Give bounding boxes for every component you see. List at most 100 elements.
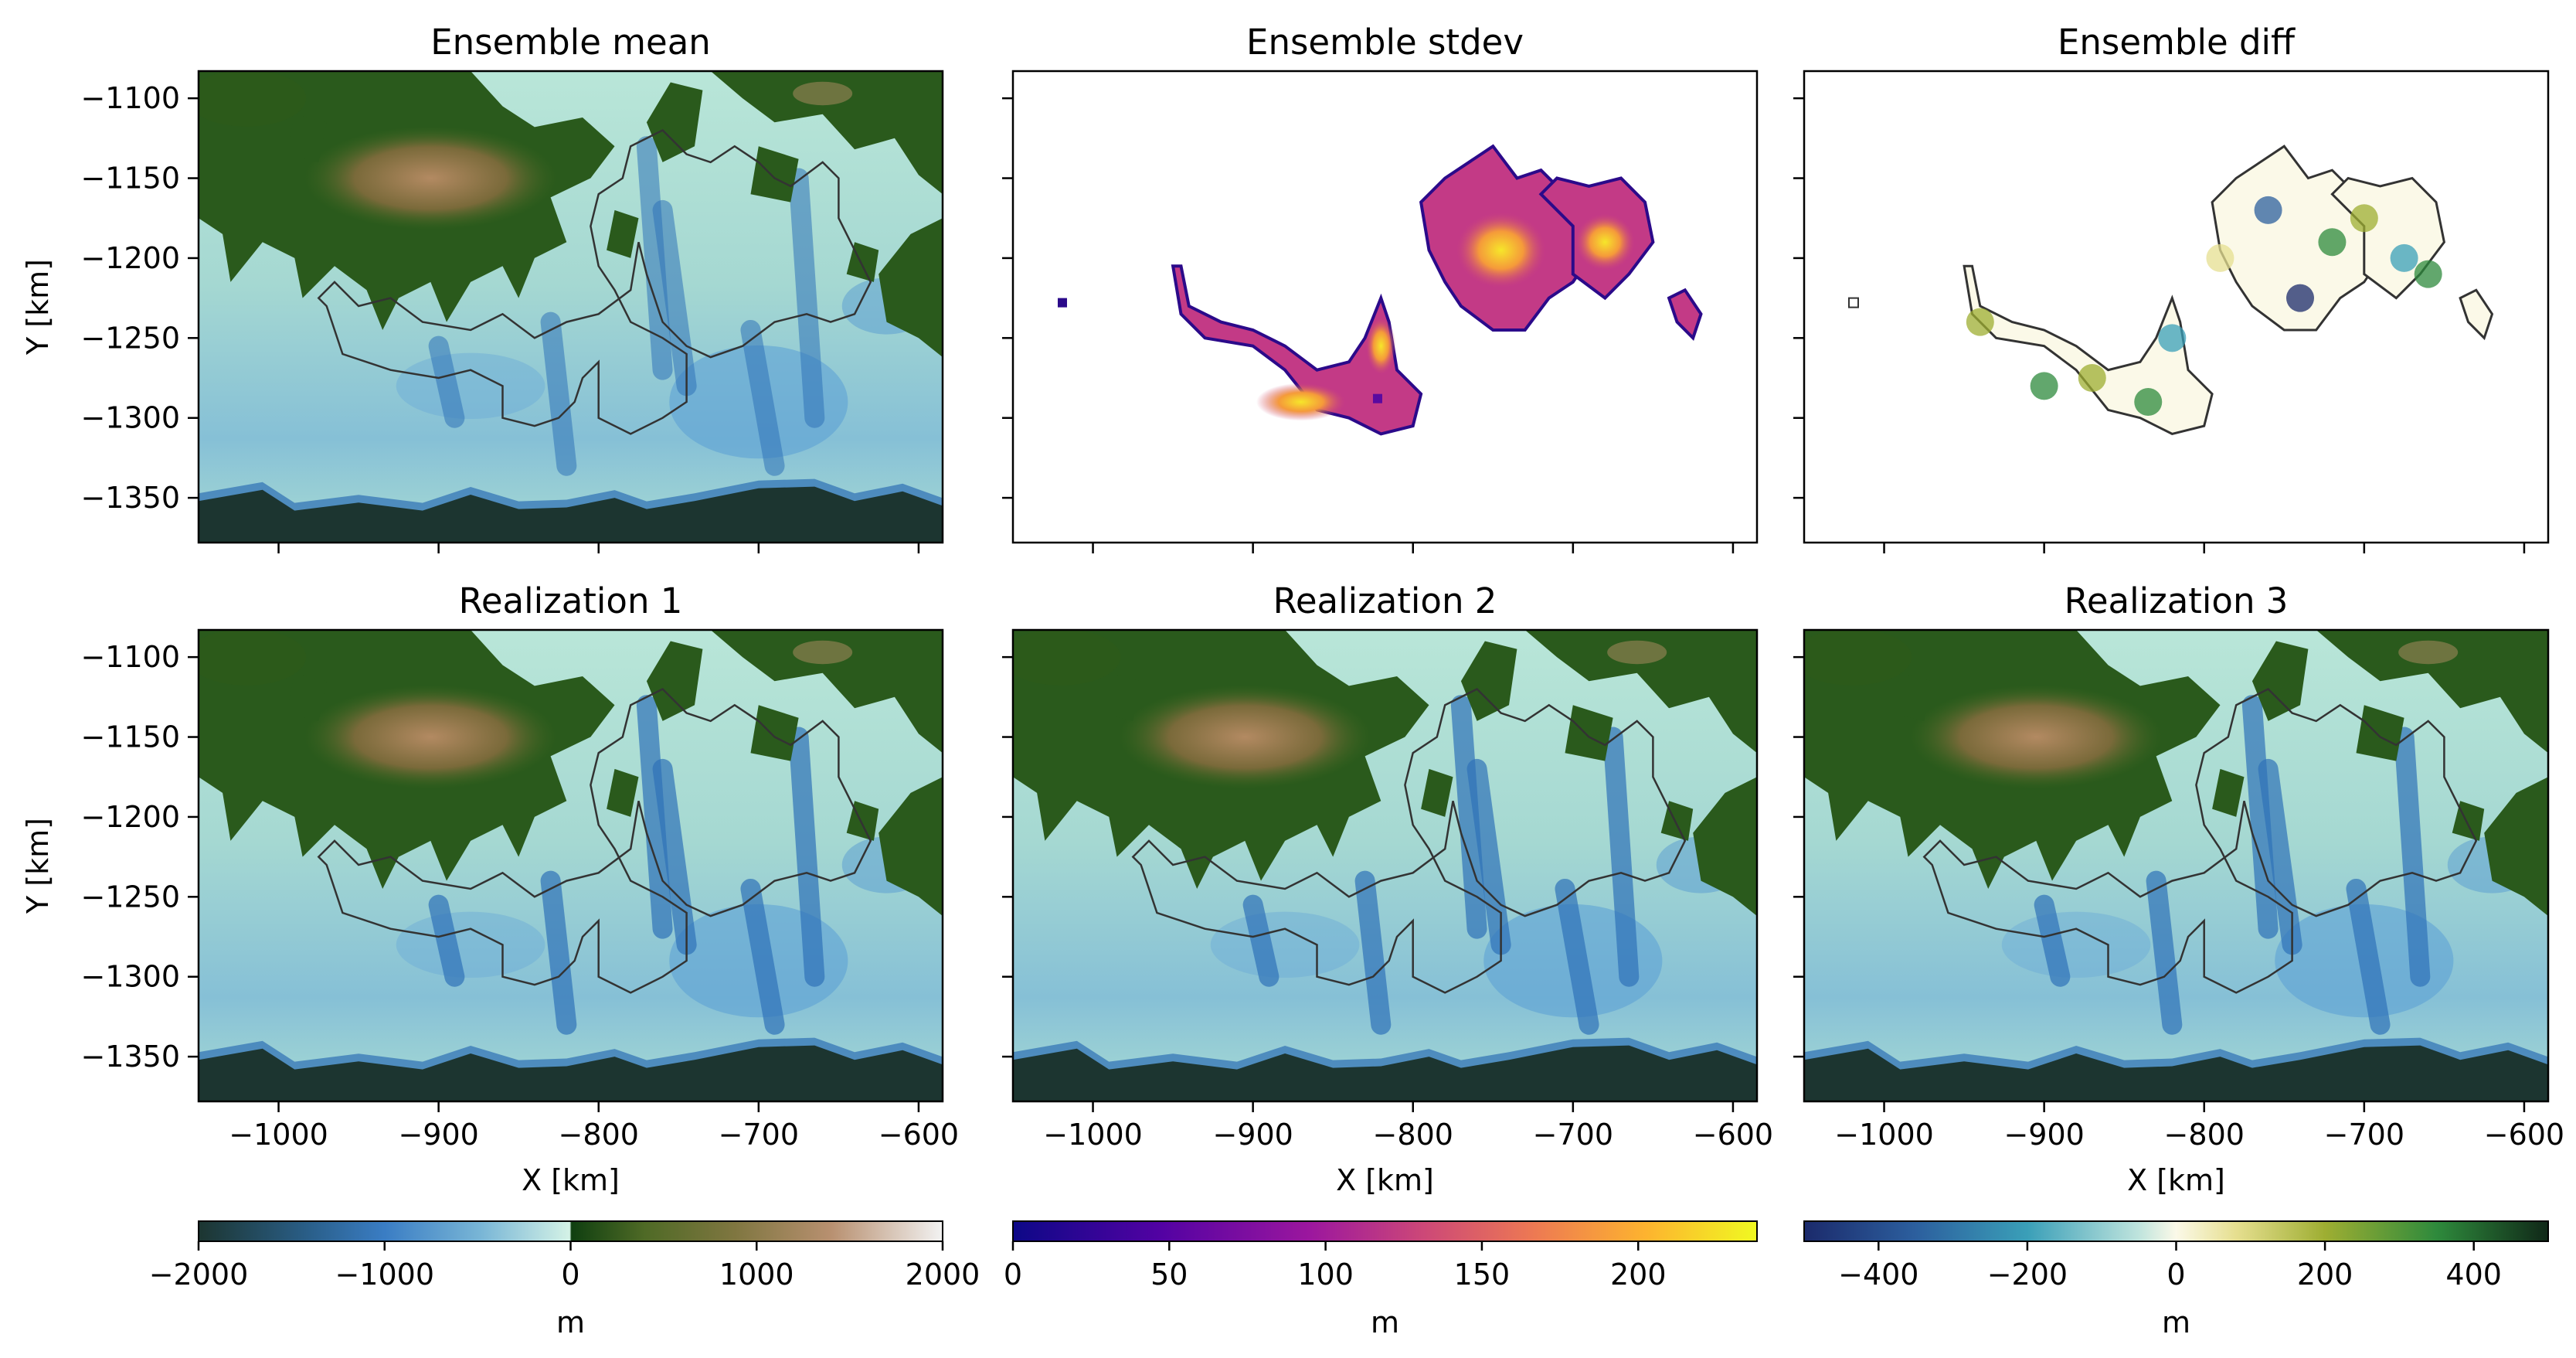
trough bbox=[540, 870, 577, 1035]
y-tick-label: −1100 bbox=[80, 640, 180, 674]
highland bbox=[304, 685, 558, 789]
colorbar-gradient bbox=[1803, 1220, 2549, 1242]
panel-plot-area bbox=[1804, 71, 2548, 543]
trough bbox=[2394, 727, 2431, 987]
basin-shade bbox=[2001, 911, 2151, 979]
trench bbox=[199, 486, 943, 543]
stdev-peak bbox=[1456, 212, 1546, 288]
trough bbox=[540, 311, 577, 476]
y-tick-label: −1300 bbox=[80, 960, 180, 994]
highland bbox=[793, 81, 853, 106]
colorbar-3: −400 −200 0 200 400 m bbox=[1803, 1220, 2549, 1339]
diff-patch bbox=[2414, 260, 2442, 288]
stdev-peak bbox=[1256, 383, 1346, 421]
land-mass bbox=[710, 630, 943, 754]
x-tick-label: −700 bbox=[2324, 1118, 2404, 1152]
panel-6: Realization 3 −1000 −900 −800 −700 −600 X [km] bbox=[1793, 580, 2564, 1197]
panel-4: Realization 1 −1000 −900 −800 −700 −600 −1100 −… bbox=[21, 580, 959, 1197]
colorbar-2: 0 50 100 150 200 m bbox=[1004, 1220, 1758, 1339]
land-island bbox=[646, 82, 703, 162]
region-outline bbox=[1922, 687, 2478, 994]
colorbar-tick-label: −400 bbox=[1838, 1258, 1918, 1292]
land-island bbox=[607, 768, 639, 817]
x-tick-label: −1000 bbox=[229, 1118, 328, 1152]
panel-title: Ensemble diff bbox=[2058, 22, 2296, 63]
colorbar-tick-label: −200 bbox=[1987, 1258, 2068, 1292]
panel-title: Realization 3 bbox=[2065, 580, 2289, 621]
basin-shade bbox=[396, 911, 545, 979]
colorbar-tick-label: 0 bbox=[1004, 1258, 1022, 1292]
trench bbox=[1804, 1045, 2548, 1101]
diff-patch bbox=[2078, 364, 2106, 393]
panel-title: Realization 2 bbox=[1273, 580, 1497, 621]
land-island bbox=[1100, 672, 1141, 721]
trough bbox=[740, 319, 785, 476]
panel-plot-area bbox=[1804, 630, 2548, 1101]
panel-5: Realization 2 −1000 −900 −800 −700 −600 X [km] bbox=[1002, 580, 1773, 1197]
colorbar-tick-label: 200 bbox=[1610, 1258, 1667, 1292]
colorbar-1: −2000 −1000 0 1000 2000 m bbox=[149, 1220, 980, 1339]
stdev-region bbox=[1667, 288, 1703, 342]
diff-patch bbox=[2318, 228, 2347, 257]
colorbar-tick-label: 50 bbox=[1150, 1258, 1188, 1292]
land-island bbox=[2251, 641, 2309, 721]
colorbar-tick-label: 200 bbox=[2297, 1258, 2353, 1292]
diff-patch bbox=[2390, 243, 2418, 272]
y-tick-label: −1200 bbox=[80, 241, 180, 275]
land-mass bbox=[710, 71, 943, 195]
trough bbox=[1602, 727, 1640, 987]
x-tick-label: −800 bbox=[2164, 1118, 2245, 1152]
y-tick-label: −1300 bbox=[80, 401, 180, 435]
trough bbox=[788, 727, 825, 987]
panel-title: Ensemble stdev bbox=[1246, 22, 1524, 63]
trough bbox=[636, 136, 673, 380]
diff-speck bbox=[1847, 297, 1859, 308]
basin-shade bbox=[396, 352, 545, 420]
colorbar-tick-label: 100 bbox=[1297, 1258, 1354, 1292]
land-mass bbox=[878, 218, 943, 358]
colorbar-tick-label: 400 bbox=[2445, 1258, 2502, 1292]
land-island bbox=[1421, 768, 1453, 817]
land-island bbox=[2212, 768, 2245, 817]
x-tick-label: −1000 bbox=[1043, 1118, 1143, 1152]
land-island bbox=[1891, 672, 1932, 721]
x-axis-label: X [km] bbox=[2127, 1163, 2225, 1197]
highland bbox=[2398, 640, 2459, 665]
land-island bbox=[1460, 641, 1517, 721]
highland bbox=[304, 126, 558, 230]
trough bbox=[636, 695, 673, 939]
panel-2: Ensemble stdev bbox=[1002, 22, 1759, 553]
colorbar-label: m bbox=[2162, 1305, 2190, 1339]
lowland bbox=[199, 71, 307, 127]
trench bbox=[1013, 1045, 1757, 1101]
land-mass bbox=[2316, 630, 2548, 754]
colorbar-label: m bbox=[556, 1305, 585, 1339]
land-island bbox=[286, 672, 327, 721]
panel-title: Ensemble mean bbox=[430, 22, 711, 63]
panel-3: Ensemble diff bbox=[1793, 22, 2550, 553]
axes-frame bbox=[197, 70, 944, 544]
panel-1: Ensemble mean −1100 −1150 −1200 −1250 −1300 −1… bbox=[21, 22, 944, 553]
x-tick-label: −900 bbox=[398, 1118, 478, 1152]
trough bbox=[740, 878, 785, 1035]
colorbar-gradient bbox=[1012, 1220, 1758, 1242]
diff-patch bbox=[2030, 372, 2058, 400]
land-island bbox=[750, 146, 799, 203]
highland bbox=[1118, 685, 1372, 789]
trough bbox=[788, 168, 825, 428]
x-tick-label: −900 bbox=[2003, 1118, 2084, 1152]
trough bbox=[1466, 758, 1511, 955]
panel-plot-area bbox=[1013, 630, 1757, 1101]
x-tick-label: −1000 bbox=[1834, 1118, 1934, 1152]
colorbar-tick-label: −2000 bbox=[149, 1258, 249, 1292]
basin-shade bbox=[1210, 911, 1360, 979]
land-island bbox=[646, 641, 703, 721]
y-tick-label: −1100 bbox=[80, 81, 180, 115]
y-tick-label: −1250 bbox=[80, 321, 180, 355]
diff-patch bbox=[2134, 388, 2163, 417]
colorbar-tick-label: 150 bbox=[1454, 1258, 1511, 1292]
panel-plot-area bbox=[199, 630, 943, 1101]
diff-patch bbox=[2286, 284, 2314, 312]
